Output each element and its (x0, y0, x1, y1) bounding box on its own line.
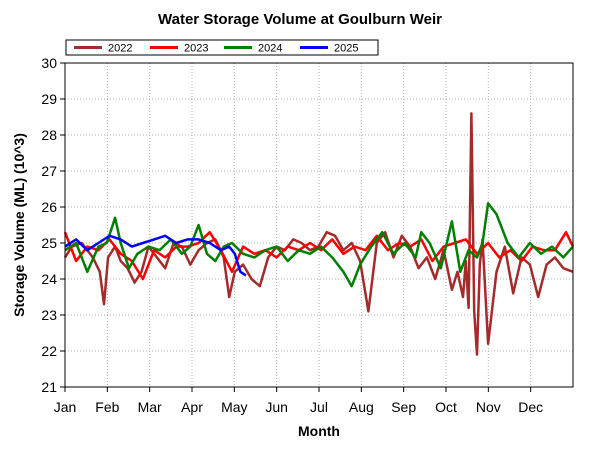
x-tick-label: Sep (391, 399, 416, 415)
x-tick-label: Jan (54, 399, 77, 415)
x-tick-label: Feb (95, 399, 119, 415)
series-line-2024 (64, 202, 574, 288)
y-tick-label: 23 (41, 307, 57, 323)
legend-label-2024: 2024 (258, 43, 282, 55)
series-lines (63, 112, 575, 356)
y-tick-label: 22 (41, 343, 57, 359)
x-tick-label: May (221, 399, 247, 415)
x-tick-label: Oct (435, 399, 457, 415)
y-tick-label: 28 (41, 127, 57, 143)
y-axis-label: Storage Volume (ML) (10^3) (11, 133, 27, 317)
x-tick-label: Apr (181, 399, 203, 415)
chart-title: Water Storage Volume at Goulburn Weir (158, 11, 442, 28)
x-tick-label: Jun (265, 399, 288, 415)
series-line-2022 (63, 112, 574, 356)
legend-label-2025: 2025 (334, 43, 358, 55)
y-tick-label: 21 (41, 379, 57, 395)
legend-label-2023: 2023 (184, 43, 208, 55)
y-tick-label: 26 (41, 199, 57, 215)
x-tick-label: Mar (138, 399, 162, 415)
y-tick-label: 30 (41, 55, 57, 71)
y-tick-label: 29 (41, 91, 57, 107)
x-tick-label: Nov (476, 399, 501, 415)
series-line-2023 (63, 230, 575, 281)
x-tick-label: Dec (518, 399, 543, 415)
legend: 2022 2023 2024 2025 (65, 39, 379, 56)
x-tick-label: Aug (349, 399, 374, 415)
x-axis-label: Month (298, 423, 340, 439)
legend-label-2022: 2022 (108, 43, 132, 55)
y-tick-label: 24 (41, 271, 57, 287)
y-tick-label: 27 (41, 163, 57, 179)
grid (65, 63, 573, 387)
y-tick-label: 25 (41, 235, 57, 251)
x-tick-label: Jul (310, 399, 328, 415)
axis-ticks: 21 22 23 24 25 26 27 28 29 30 Jan Feb Mar Apr May Jun Ju… (41, 55, 543, 415)
series-line-2025 (64, 234, 247, 277)
legend-box (65, 39, 379, 56)
